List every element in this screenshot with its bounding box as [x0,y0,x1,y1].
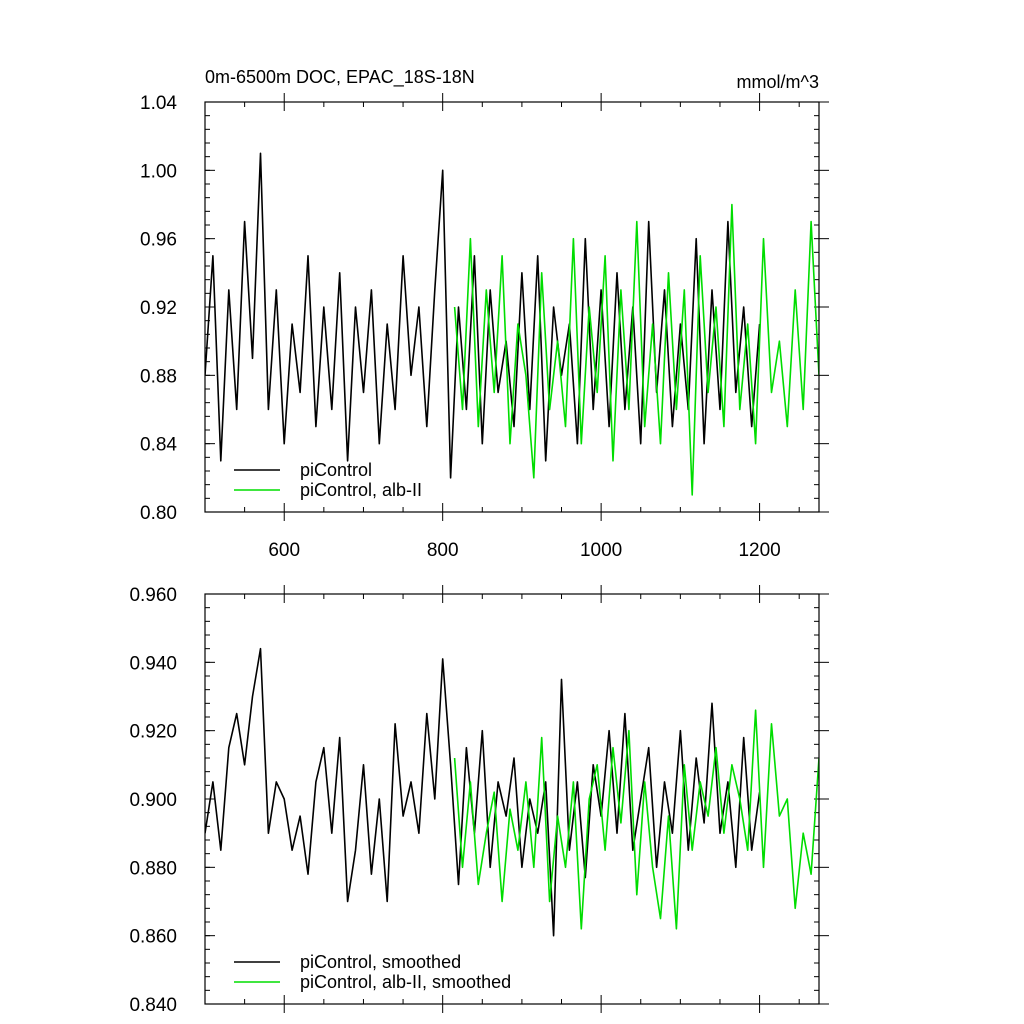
y-tick-label: 0.900 [129,790,177,811]
y-tick-label: 0.960 [129,585,177,606]
x-tick-label: 600 [268,540,300,561]
y-tick-label: 0.940 [129,653,177,674]
series-line-picontrol-smoothed [205,647,761,937]
series-line-picontrol-alb-ii-smoothed [453,709,819,930]
x-tick-label: 1200 [738,540,780,561]
y-tick-label: 0.84 [140,435,177,456]
top-panel-frame [204,101,820,513]
top-panel-units: mmol/m^3 [737,72,819,92]
bottom-panel-ticks: 0.840 0.860 0.880 0.900 0.920 0.940 0.960 [129,585,829,1016]
bottom-panel-legend: piControl, smoothed piControl, alb-II, s… [234,952,511,992]
top-panel-ticks: 600 800 1000 1200 0.80 0.84 0.88 0.92 0.96 1.00 1.… [140,93,829,561]
y-tick-label: 0.840 [129,995,177,1016]
y-tick-label: 0.88 [140,366,177,387]
x-tick-label: 1000 [580,540,622,561]
legend-label-picontrol-alb-ii-smoothed: piControl, alb-II, smoothed [300,972,511,992]
y-tick-label: 0.860 [129,927,177,948]
series-line-picontrol [205,152,761,479]
bottom-panel-series [205,647,819,937]
y-tick-label: 0.96 [140,230,177,251]
series-line-picontrol-alb-ii [453,203,819,496]
y-tick-label: 1.00 [140,161,177,182]
legend-label-picontrol: piControl [300,460,372,480]
top-panel-series [205,152,819,496]
y-tick-label: 0.92 [140,298,177,319]
legend-label-picontrol-alb-ii: piControl, alb-II [300,480,422,500]
bottom-panel-frame [204,593,820,1005]
x-tick-label: 800 [427,540,459,561]
top-panel: 600 800 1000 1200 0.80 0.84 0.88 0.92 0.96 1.00 1.… [140,67,829,561]
y-tick-label: 1.04 [140,93,177,114]
bottom-panel: 0.840 0.860 0.880 0.900 0.920 0.940 0.960 piCo… [129,585,829,1016]
y-tick-label: 0.920 [129,722,177,743]
top-panel-title: 0m-6500m DOC, EPAC_18S-18N [205,67,475,88]
y-tick-label: 0.880 [129,858,177,879]
top-panel-legend: piControl piControl, alb-II [234,460,422,500]
y-tick-label: 0.80 [140,503,177,524]
legend-label-picontrol-smoothed: piControl, smoothed [300,952,461,972]
